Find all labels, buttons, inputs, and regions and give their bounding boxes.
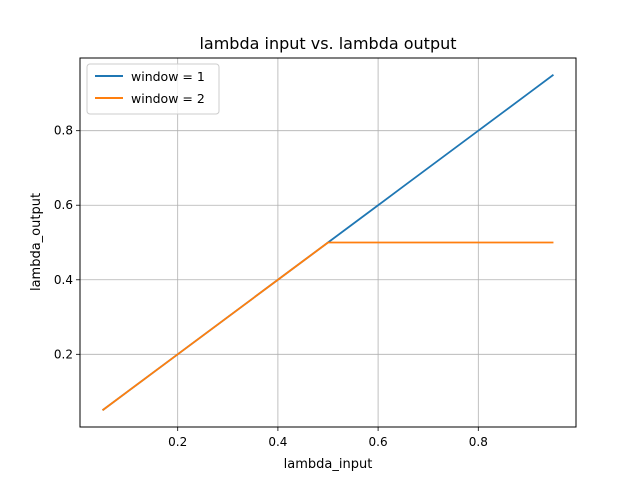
y-tick-label: 0.4 [54,273,73,287]
y-axis-label: lambda_output [29,193,44,291]
y-tick-label: 0.2 [54,347,73,361]
legend-label-window-1: window = 1 [131,69,205,84]
x-axis-label: lambda_input [284,457,373,472]
chart-title: lambda input vs. lambda output [199,34,456,53]
legend-label-window-2: window = 2 [131,91,205,106]
series-line-window-2 [102,241,554,411]
x-tick-label: 0.2 [168,435,187,449]
legend: window = 1 window = 2 [86,63,220,115]
y-tick-label: 0.6 [54,198,73,212]
plot-frame [79,57,577,428]
x-tick-label: 0.8 [469,435,488,449]
x-tick-label: 0.6 [369,435,388,449]
x-tick-label: 0.4 [268,435,287,449]
ticks: 0.2 0.4 0.6 0.8 0.2 0.4 0.6 0.8 [54,124,488,449]
series-layer [102,74,554,411]
y-tick-label: 0.8 [54,124,73,138]
grid [80,58,576,427]
